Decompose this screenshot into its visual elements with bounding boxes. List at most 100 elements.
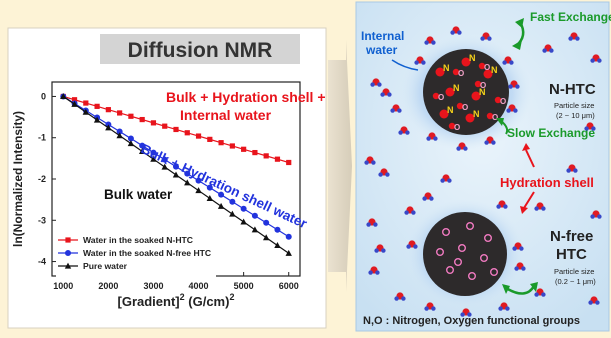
water-molecule [484,136,496,145]
annotation-red-line2: Internal water [180,107,272,123]
water-molecule [502,56,514,65]
water-hydrogen [534,292,539,297]
water-hydrogen [424,306,429,311]
y-tick-label: 0 [41,91,46,101]
water-hydrogen [584,126,589,131]
chart-title: Diffusion NMR [128,39,273,62]
legend-box [56,235,216,277]
water-molecule [588,296,600,305]
water-molecules [364,26,602,317]
water-hydrogen [373,222,378,227]
n-site-dot [483,69,493,79]
data-point [184,179,191,186]
o-site-dot [448,122,456,130]
transition-arrow-shape [328,40,352,292]
label-nfree-size-line1: Particle size [554,267,594,276]
water-hydrogen [519,246,524,251]
label-internal-water-line1: Internal [361,29,404,43]
n-site-label: N [473,109,480,119]
water-molecule [426,132,438,141]
water-molecule [380,88,392,97]
water-hydrogen [590,214,595,219]
water-hydrogen [378,172,383,177]
water-hydrogen [406,244,411,249]
series-3 [60,93,292,256]
water-hydrogen [394,296,399,301]
data-point [150,120,157,126]
data-point [173,163,179,170]
data-point [94,103,100,109]
water-hydrogen [534,206,539,211]
chart-title-box [100,34,300,64]
water-hydrogen [597,58,602,63]
data-point [241,146,247,152]
water-hydrogen [460,312,465,317]
water-molecule [514,262,526,271]
data-point [105,107,111,113]
x-tick-label: 4000 [189,281,209,291]
data-point [116,128,123,135]
n-site-label: N [479,87,486,97]
data-point [251,226,259,233]
o-site-ring [484,233,493,242]
x-axis-label-main: [Gradient] [118,294,180,309]
water-molecule [368,266,380,275]
data-point [128,113,134,119]
water-molecule [404,206,416,215]
label-nfree-line1: N-free [550,228,593,245]
water-hydrogen [515,84,520,89]
legend-entry: Pure water [83,261,128,271]
hydration-shell-arrow-down [523,191,535,209]
series-2 [60,93,292,240]
water-hydrogen [509,60,514,65]
label-internal-water-line2: water [365,43,398,57]
water-hydrogen [390,108,395,113]
label-nhtc-size-line2: (2 ~ 10 μm) [556,111,595,120]
data-point [274,226,281,233]
nfree-exchange-arrow [505,285,536,295]
series-layer [60,93,292,256]
data-point [116,132,123,139]
water-hydrogen [387,92,392,97]
y-tick-label: -2 [38,174,46,184]
data-point [172,171,180,178]
water-hydrogen [595,300,600,305]
water-hydrogen [440,178,445,183]
water-hydrogen [505,306,510,311]
chart-panel: Diffusion NMR 1000 2000 3000 4000 5000 6000 0 -… [7,27,327,329]
axis-ticks: 1000 2000 3000 4000 5000 6000 0 -1 -2 -3 -4 [38,91,299,291]
nfree-functional-groups [436,221,499,281]
water-molecule [378,168,390,177]
water-molecule [496,200,508,209]
n-site-label: N [443,63,450,73]
water-hydrogen [512,246,517,251]
water-hydrogen [484,140,489,145]
water-hydrogen [541,292,546,297]
o-site-ring [466,221,475,230]
data-point [286,159,292,166]
data-point [117,110,123,116]
water-molecule [456,142,468,151]
data-point [150,155,157,162]
x-axis-label-unit: (G/cm) [185,294,230,309]
o-site-ring [442,227,451,236]
legend-marker [65,237,71,243]
footer-legend: N,O : Nitrogen, Oxygen functional groups [363,315,580,327]
legend: Water in the soaked N-HTC Water in the so… [56,235,216,277]
data-point [139,142,146,149]
data-point [262,234,270,241]
water-hydrogen [414,60,419,65]
water-hydrogen [514,266,519,271]
water-hydrogen [368,270,373,275]
water-hydrogen [380,92,385,97]
annotation-black: Bulk water [104,187,173,202]
o-site-label: O [454,123,460,132]
water-molecule [366,218,378,227]
water-hydrogen [597,214,602,219]
nfree-exchange-arrowhead-2 [530,282,538,292]
water-hydrogen [431,306,436,311]
data-point [127,140,135,147]
water-hydrogen [426,136,431,141]
